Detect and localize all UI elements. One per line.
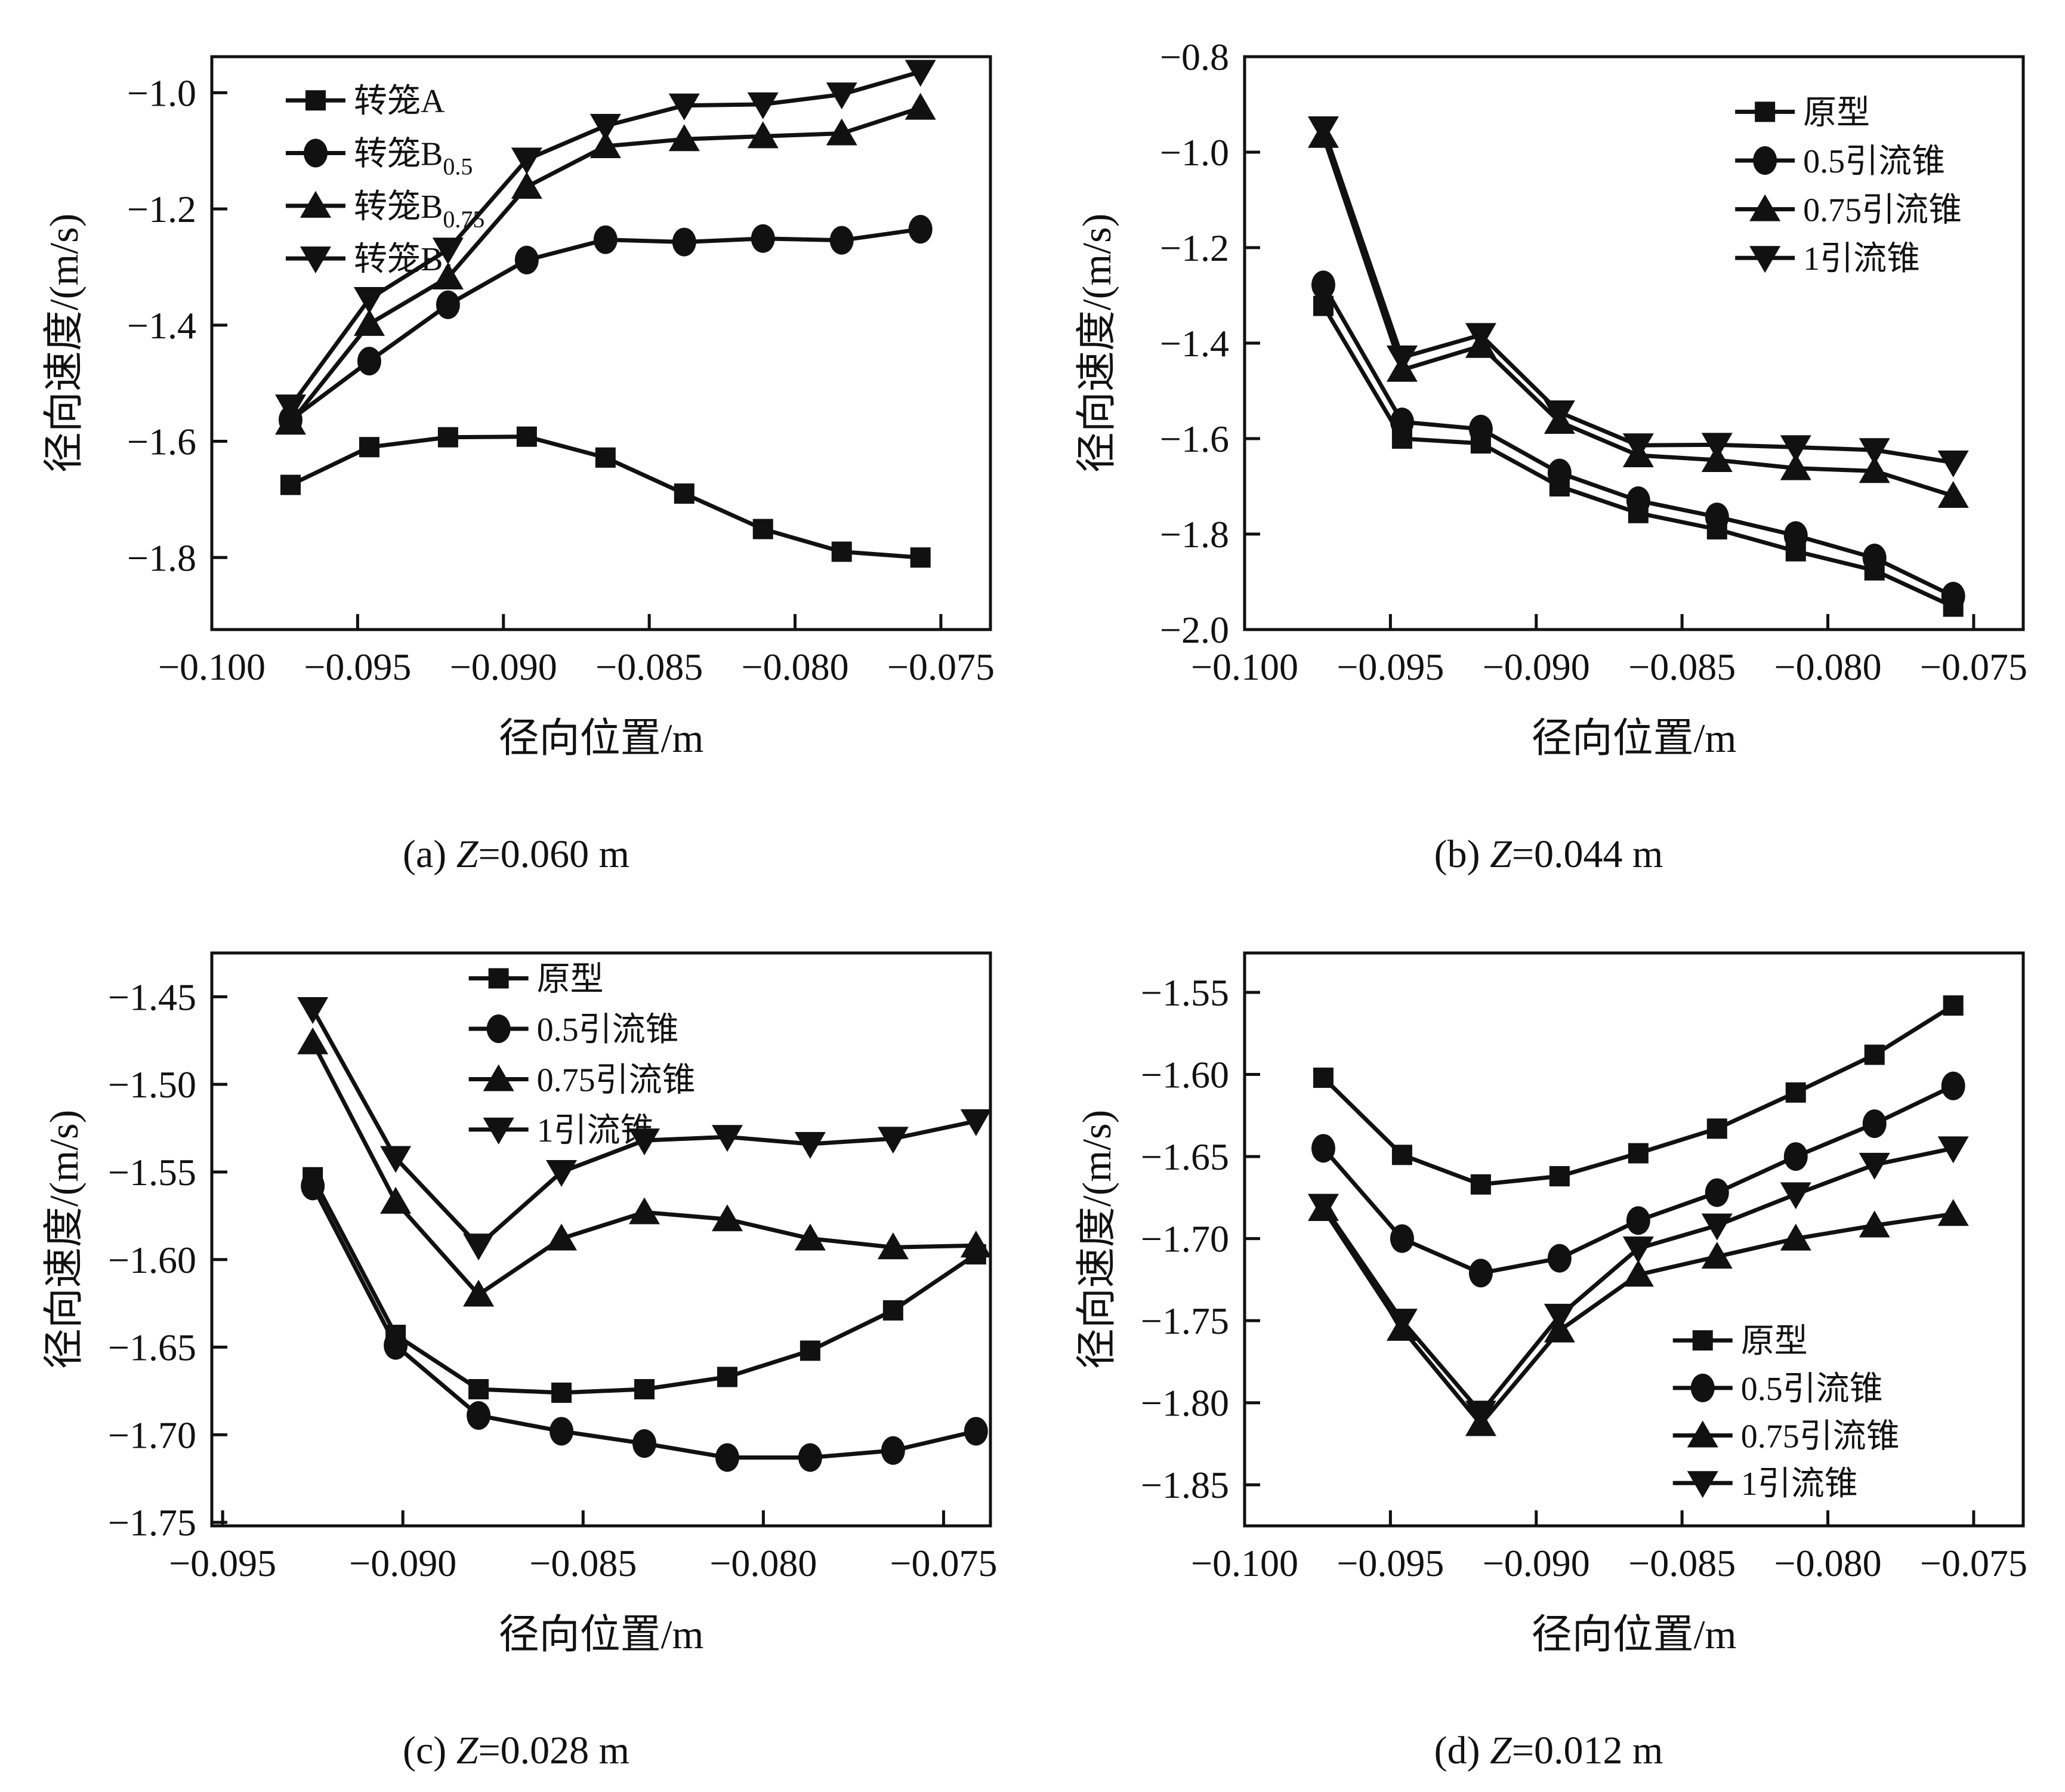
- svg-text:−1.75: −1.75: [1140, 1300, 1228, 1342]
- svg-text:−1.4: −1.4: [127, 304, 196, 347]
- svg-text:转笼B1: 转笼B1: [354, 241, 455, 285]
- panel-b-chart: −0.100 −0.095 −0.090 −0.085 −0.080 −0.075 −0.8…: [1053, 29, 2044, 829]
- panel-d-caption: (d) Z=0.012 m: [1434, 1728, 1663, 1772]
- svg-text:0.5引流锥: 0.5引流锥: [537, 1011, 679, 1048]
- svg-text:−0.075: −0.075: [1919, 646, 2027, 688]
- svg-text:0.5引流锥: 0.5引流锥: [1740, 1371, 1882, 1408]
- svg-text:−1.6: −1.6: [1159, 418, 1228, 460]
- svg-text:−1.2: −1.2: [127, 188, 196, 230]
- svg-text:−1.70: −1.70: [1140, 1217, 1228, 1260]
- svg-text:−0.8: −0.8: [1159, 36, 1228, 78]
- svg-text:0.5引流锥: 0.5引流锥: [1803, 143, 1945, 180]
- svg-text:−1.50: −1.50: [108, 1063, 196, 1106]
- svg-text:转笼B0.5: 转笼B0.5: [354, 135, 473, 180]
- svg-text:原型: 原型: [1740, 1323, 1807, 1360]
- svg-text:−0.095: −0.095: [304, 646, 411, 688]
- panel-b: −0.100 −0.095 −0.090 −0.085 −0.080 −0.075 −0.8…: [1032, 0, 2065, 896]
- svg-text:径向速度/(m/s): 径向速度/(m/s): [1074, 1110, 1119, 1369]
- svg-text:−0.085: −0.085: [595, 646, 703, 688]
- svg-text:1引流锥: 1引流锥: [1740, 1466, 1857, 1503]
- svg-text:−1.80: −1.80: [1140, 1382, 1228, 1424]
- svg-text:−1.45: −1.45: [108, 976, 196, 1018]
- svg-text:−0.095: −0.095: [1336, 1542, 1444, 1584]
- svg-text:−0.090: −0.090: [349, 1542, 456, 1584]
- svg-text:−0.090: −0.090: [450, 646, 557, 688]
- svg-text:0.75引流锥: 0.75引流锥: [537, 1062, 696, 1099]
- svg-text:−1.0: −1.0: [127, 72, 196, 114]
- svg-text:径向位置/m: 径向位置/m: [499, 715, 704, 761]
- svg-text:−1.55: −1.55: [108, 1151, 196, 1193]
- svg-text:−0.080: −0.080: [741, 646, 848, 688]
- svg-text:−0.100: −0.100: [1190, 1542, 1298, 1584]
- svg-text:原型: 原型: [1803, 94, 1870, 131]
- svg-text:0.75引流锥: 0.75引流锥: [1803, 192, 1962, 229]
- svg-text:−1.8: −1.8: [1159, 513, 1228, 556]
- svg-text:−1.2: −1.2: [1159, 227, 1228, 269]
- svg-text:−1.65: −1.65: [108, 1326, 196, 1368]
- svg-text:−1.60: −1.60: [1140, 1053, 1228, 1096]
- svg-text:−1.4: −1.4: [1159, 322, 1228, 365]
- svg-text:−1.60: −1.60: [108, 1239, 196, 1281]
- panel-c-caption: (c) Z=0.028 m: [402, 1728, 630, 1772]
- svg-text:径向速度/(m/s): 径向速度/(m/s): [41, 1110, 87, 1369]
- panel-d: −0.100 −0.095 −0.090 −0.085 −0.080 −0.075 −1.5…: [1032, 896, 2065, 1792]
- svg-text:−1.85: −1.85: [1140, 1464, 1228, 1506]
- svg-text:−0.085: −0.085: [1628, 1542, 1736, 1584]
- svg-text:−0.075: −0.075: [1919, 1542, 2027, 1584]
- svg-text:−0.090: −0.090: [1482, 1542, 1589, 1584]
- svg-text:−1.55: −1.55: [1140, 971, 1228, 1014]
- svg-text:−1.0: −1.0: [1159, 131, 1228, 174]
- svg-text:径向速度/(m/s): 径向速度/(m/s): [41, 214, 87, 473]
- svg-text:1引流锥: 1引流锥: [537, 1112, 654, 1149]
- svg-text:−0.075: −0.075: [890, 1542, 997, 1584]
- svg-text:−0.075: −0.075: [887, 646, 995, 688]
- panel-a: −0.100 −0.095 −0.090 −0.085 −0.080 −0.075 −1.0…: [0, 0, 1032, 896]
- svg-text:1引流锥: 1引流锥: [1803, 240, 1920, 277]
- svg-text:径向位置/m: 径向位置/m: [1531, 715, 1736, 761]
- panel-d-chart: −0.100 −0.095 −0.090 −0.085 −0.080 −0.075 −1.5…: [1053, 926, 2044, 1726]
- panel-a-caption: (a) Z=0.060 m: [402, 832, 630, 876]
- svg-text:−0.080: −0.080: [1774, 646, 1881, 688]
- panel-c: −0.095 −0.090 −0.085 −0.080 −0.075 −1.45 −1.50…: [0, 896, 1032, 1792]
- svg-text:−0.080: −0.080: [1774, 1542, 1881, 1584]
- svg-text:径向位置/m: 径向位置/m: [1531, 1612, 1736, 1657]
- svg-text:原型: 原型: [537, 961, 604, 998]
- svg-text:−2.0: −2.0: [1159, 609, 1228, 651]
- svg-text:径向位置/m: 径向位置/m: [499, 1612, 704, 1657]
- panel-c-chart: −0.095 −0.090 −0.085 −0.080 −0.075 −1.45 −1.50…: [21, 926, 1011, 1726]
- svg-text:−0.080: −0.080: [709, 1542, 817, 1584]
- svg-text:转笼B0.75: 转笼B0.75: [354, 189, 484, 233]
- svg-text:−1.70: −1.70: [108, 1414, 196, 1456]
- svg-text:−0.090: −0.090: [1482, 646, 1589, 688]
- panel-a-chart: −0.100 −0.095 −0.090 −0.085 −0.080 −0.075 −1.0…: [21, 29, 1011, 829]
- svg-text:转笼A: 转笼A: [354, 83, 445, 120]
- svg-text:−0.095: −0.095: [169, 1542, 276, 1584]
- svg-text:−0.100: −0.100: [158, 646, 266, 688]
- svg-text:−1.6: −1.6: [127, 420, 196, 462]
- svg-text:−1.75: −1.75: [108, 1501, 196, 1544]
- panel-b-caption: (b) Z=0.044 m: [1434, 832, 1663, 876]
- svg-text:−0.085: −0.085: [529, 1542, 637, 1584]
- svg-text:−0.100: −0.100: [1190, 646, 1298, 688]
- svg-text:−0.095: −0.095: [1336, 646, 1444, 688]
- svg-text:−0.085: −0.085: [1628, 646, 1736, 688]
- svg-text:−1.65: −1.65: [1140, 1136, 1228, 1178]
- svg-text:径向速度/(m/s): 径向速度/(m/s): [1074, 214, 1119, 473]
- svg-text:−1.8: −1.8: [127, 536, 196, 579]
- svg-text:0.75引流锥: 0.75引流锥: [1740, 1418, 1899, 1455]
